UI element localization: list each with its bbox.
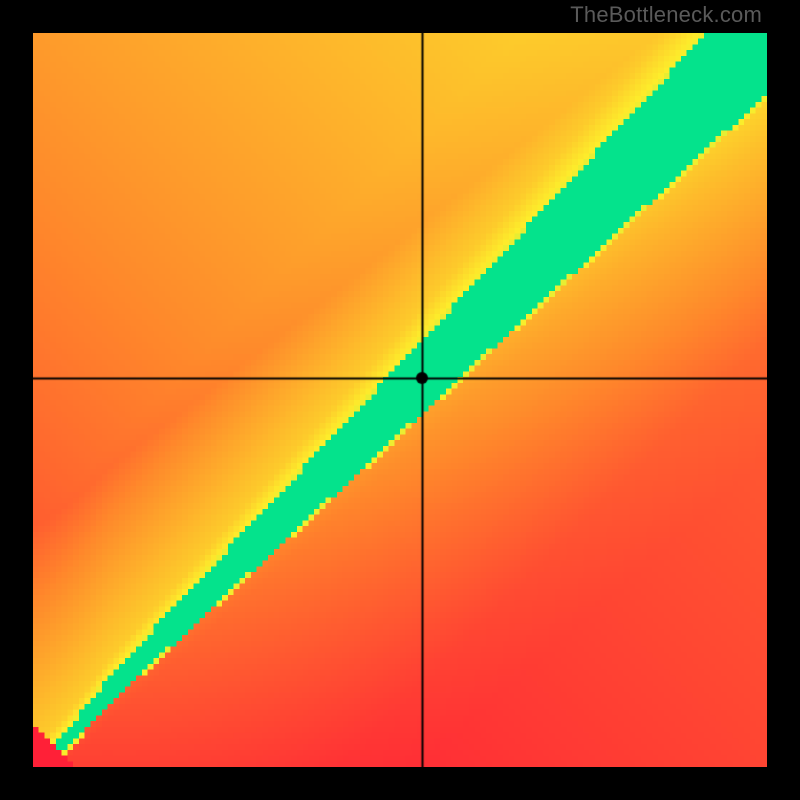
figure-root: TheBottleneck.com bbox=[0, 0, 800, 800]
watermark-text: TheBottleneck.com bbox=[570, 2, 762, 28]
crosshair-overlay bbox=[33, 33, 767, 767]
